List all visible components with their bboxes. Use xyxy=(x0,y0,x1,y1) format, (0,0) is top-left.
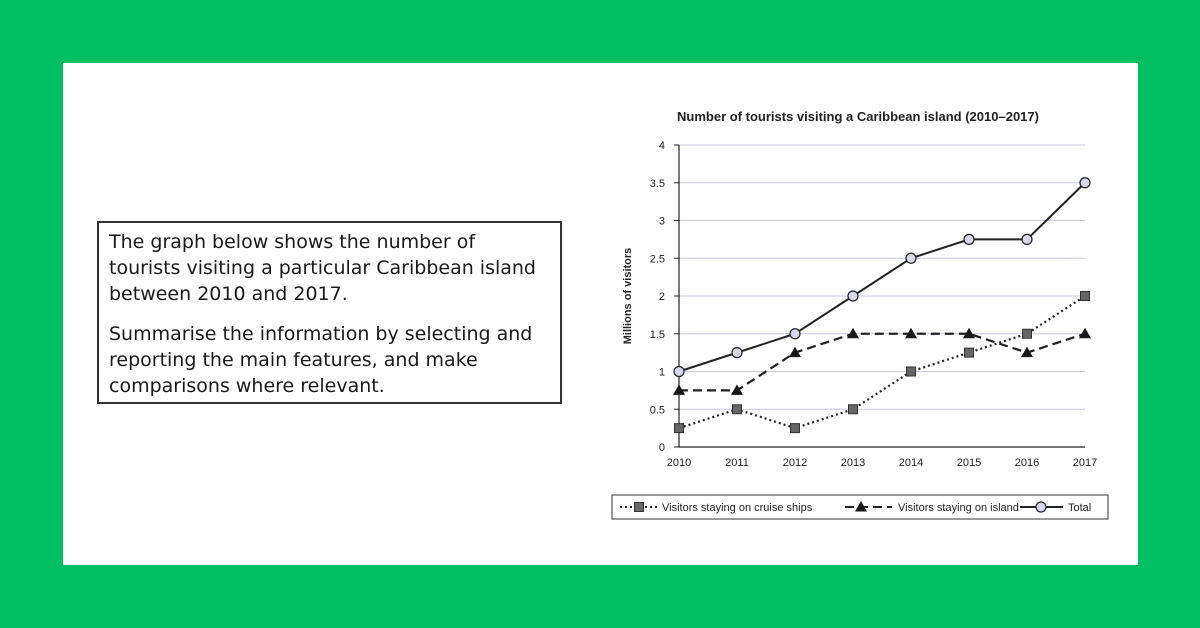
series-1-point xyxy=(906,366,916,377)
legend-marker-2 xyxy=(855,501,867,512)
y-tick-label: 1 xyxy=(659,367,665,379)
plot-area: 0 0.5 1 1.5 2 2.5 3 3.5 4 2010 2011 2012 2013 2014 201… xyxy=(650,140,1098,469)
chart-title: Number of tourists visiting a Caribbean … xyxy=(677,109,1039,124)
legend-label-1: Visitors staying on cruise ships xyxy=(662,502,813,514)
series-2-point xyxy=(731,384,743,395)
legend-label-2: Visitors staying on island xyxy=(898,502,1019,514)
series-1-point xyxy=(790,423,800,434)
y-tick-label: 3.5 xyxy=(650,178,665,190)
series-3-point xyxy=(789,328,801,340)
task-paragraph-1: The graph below shows the number of tour… xyxy=(109,231,536,305)
y-tick-label: 3 xyxy=(659,216,665,228)
series-line-1 xyxy=(678,295,1086,430)
series-2-point xyxy=(847,327,859,339)
series-3-point xyxy=(847,290,859,302)
y-axis-label: Millions of visitors xyxy=(622,248,634,345)
series-3-point xyxy=(905,252,917,264)
task-paragraph-2: Summarise the information by selecting a… xyxy=(109,323,533,397)
series-1-point xyxy=(674,423,684,434)
series-3-point xyxy=(1021,233,1033,245)
x-tick-label: 2016 xyxy=(1015,457,1039,469)
y-tick-label: 2.5 xyxy=(650,253,665,265)
series-2-point xyxy=(673,384,685,395)
series-1-point xyxy=(848,404,858,415)
series-line-2 xyxy=(679,332,1086,392)
y-tick-label: 0 xyxy=(659,442,665,454)
x-tick-label: 2015 xyxy=(957,457,981,469)
series-3-point xyxy=(731,347,743,359)
series-3-point xyxy=(963,233,975,245)
series-1-point xyxy=(732,404,742,415)
series-1-point xyxy=(1022,328,1032,339)
series-2-point xyxy=(905,327,917,339)
task-description-box: The graph below shows the number of tour… xyxy=(97,221,562,404)
series-2-point xyxy=(1021,346,1033,358)
series-1-point xyxy=(1080,291,1090,301)
legend-label-3: Total xyxy=(1068,502,1091,514)
series-1-point xyxy=(964,347,974,358)
series-2-point xyxy=(789,346,801,358)
series-2-point xyxy=(963,327,975,339)
legend-marker-1 xyxy=(634,502,644,512)
x-tick-label: 2013 xyxy=(841,457,865,469)
x-tick-label: 2014 xyxy=(899,457,923,469)
y-tick-label: 2 xyxy=(659,291,665,303)
series-line-3 xyxy=(678,182,1086,373)
x-tick-label: 2011 xyxy=(725,457,749,469)
y-tick-label: 1.5 xyxy=(650,329,665,341)
series-3-point xyxy=(1079,177,1091,189)
series-3-point xyxy=(673,365,685,378)
line-chart: Number of tourists visiting a Caribbean … xyxy=(611,109,1109,520)
legend: Visitors staying on cruise ships Visitors… xyxy=(611,494,1109,520)
x-tick-label: 2017 xyxy=(1073,457,1097,469)
x-tick-label: 2010 xyxy=(667,457,691,469)
series-2-point xyxy=(1079,327,1091,339)
legend-marker-3 xyxy=(1035,501,1047,513)
x-tick-label: 2012 xyxy=(783,457,807,469)
y-tick-label: 0.5 xyxy=(650,404,665,416)
y-tick-label: 4 xyxy=(659,140,665,152)
